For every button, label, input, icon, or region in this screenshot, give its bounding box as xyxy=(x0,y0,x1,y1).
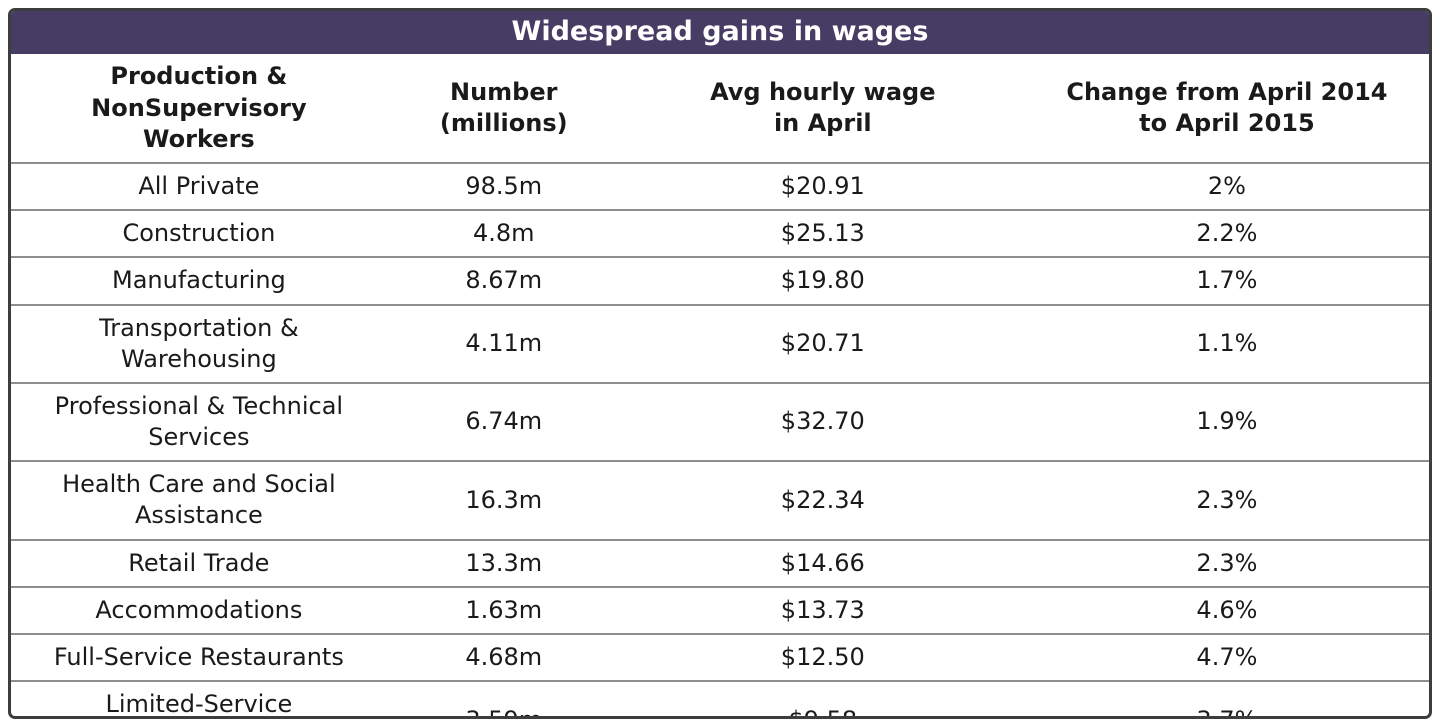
cell-change: 2.3% xyxy=(1196,485,1258,514)
cell-number: 6.74m xyxy=(465,407,543,436)
cell-change: 1.1% xyxy=(1196,329,1258,358)
table-title: Widespread gains in wages xyxy=(11,11,1429,55)
cell-category: Manufacturing xyxy=(111,266,286,295)
table-row-construction: Construction 4.8m $25.13 2.2% xyxy=(11,209,1429,256)
cell-change: 3.7% xyxy=(1025,698,1429,716)
table-row-manufacturing: Manufacturing 8.67m $19.80 1.7% xyxy=(11,256,1429,303)
cell-category: Transportation & Warehousing xyxy=(99,313,299,373)
cell-category: Full-Service Restaurants xyxy=(53,643,344,672)
cell-change: 1.9% xyxy=(1196,407,1258,436)
cell-number: 13.3m xyxy=(465,548,543,577)
cell-category: All Private xyxy=(138,171,260,200)
cell-wage: $13.73 xyxy=(780,595,865,624)
cell-wage: $20.91 xyxy=(780,171,865,200)
cell-change: 4.6% xyxy=(1196,595,1258,624)
table-row-limited-service-restaurants: Limited-Service Restaurants 3.59m $9.58 … xyxy=(11,680,1429,719)
cell-category: Construction xyxy=(122,219,276,248)
table-row-transportation-warehousing: Transportation & Warehousing 4.11m $20.7… xyxy=(11,303,1429,382)
cell-category: Accommodations xyxy=(95,595,303,624)
cell-change: 1.7% xyxy=(1196,266,1258,295)
cell-change: 2% xyxy=(1207,171,1246,200)
cell-wage: $9.58 xyxy=(621,698,1025,716)
cell-wage: $20.71 xyxy=(780,329,865,358)
cell-category: Health Care and Social Assistance xyxy=(62,470,336,530)
table-row-all-private: All Private 98.5m $20.91 2% xyxy=(11,161,1429,209)
cell-change: 4.7% xyxy=(1196,643,1258,672)
cell-number: 1.63m xyxy=(465,595,543,624)
cell-category: Retail Trade xyxy=(128,548,270,577)
table-row-accommodations: Accommodations 1.63m $13.73 4.6% xyxy=(11,585,1429,633)
cell-wage: $25.13 xyxy=(780,219,865,248)
cell-wage: $32.70 xyxy=(780,407,865,436)
cell-change: 2.3% xyxy=(1196,548,1258,577)
cell-number: 98.5m xyxy=(465,171,543,200)
cell-wage: $12.50 xyxy=(780,643,865,672)
table-row-full-service-restaurants: Full-Service Restaurants 4.68m $12.50 4.… xyxy=(11,633,1429,680)
col-header-change: Change from April 2014 to April 2015 xyxy=(1066,77,1388,138)
cell-number: 4.11m xyxy=(465,329,543,358)
cell-number: 4.8m xyxy=(472,219,535,248)
cell-number: 16.3m xyxy=(465,485,543,514)
cell-category: Professional & Technical Services xyxy=(54,391,344,452)
wages-table: Widespread gains in wages Production & N… xyxy=(8,8,1432,719)
table-row-professional-technical: Professional & Technical Services 6.74m … xyxy=(11,381,1429,460)
cell-number: 8.67m xyxy=(465,266,543,295)
table-header-row: Production & NonSupervisory Workers Numb… xyxy=(11,54,1429,162)
table-row-health-care-social: Health Care and Social Assistance 16.3m … xyxy=(11,460,1429,538)
cell-wage: $22.34 xyxy=(780,485,865,514)
cell-wage: $19.80 xyxy=(780,266,865,295)
cell-wage: $14.66 xyxy=(780,548,865,577)
col-header-number: Number (millions) xyxy=(439,77,568,138)
cell-number: 3.59m xyxy=(387,698,621,716)
col-header-avg-wage: Avg hourly wage in April xyxy=(710,77,936,138)
cell-category: Limited-Service Restaurants xyxy=(105,690,293,719)
cell-change: 2.2% xyxy=(1196,219,1258,248)
cell-number: 4.68m xyxy=(465,643,543,672)
table-row-retail-trade: Retail Trade 13.3m $14.66 2.3% xyxy=(11,538,1429,586)
col-header-workers: Production & NonSupervisory Workers xyxy=(91,62,307,153)
